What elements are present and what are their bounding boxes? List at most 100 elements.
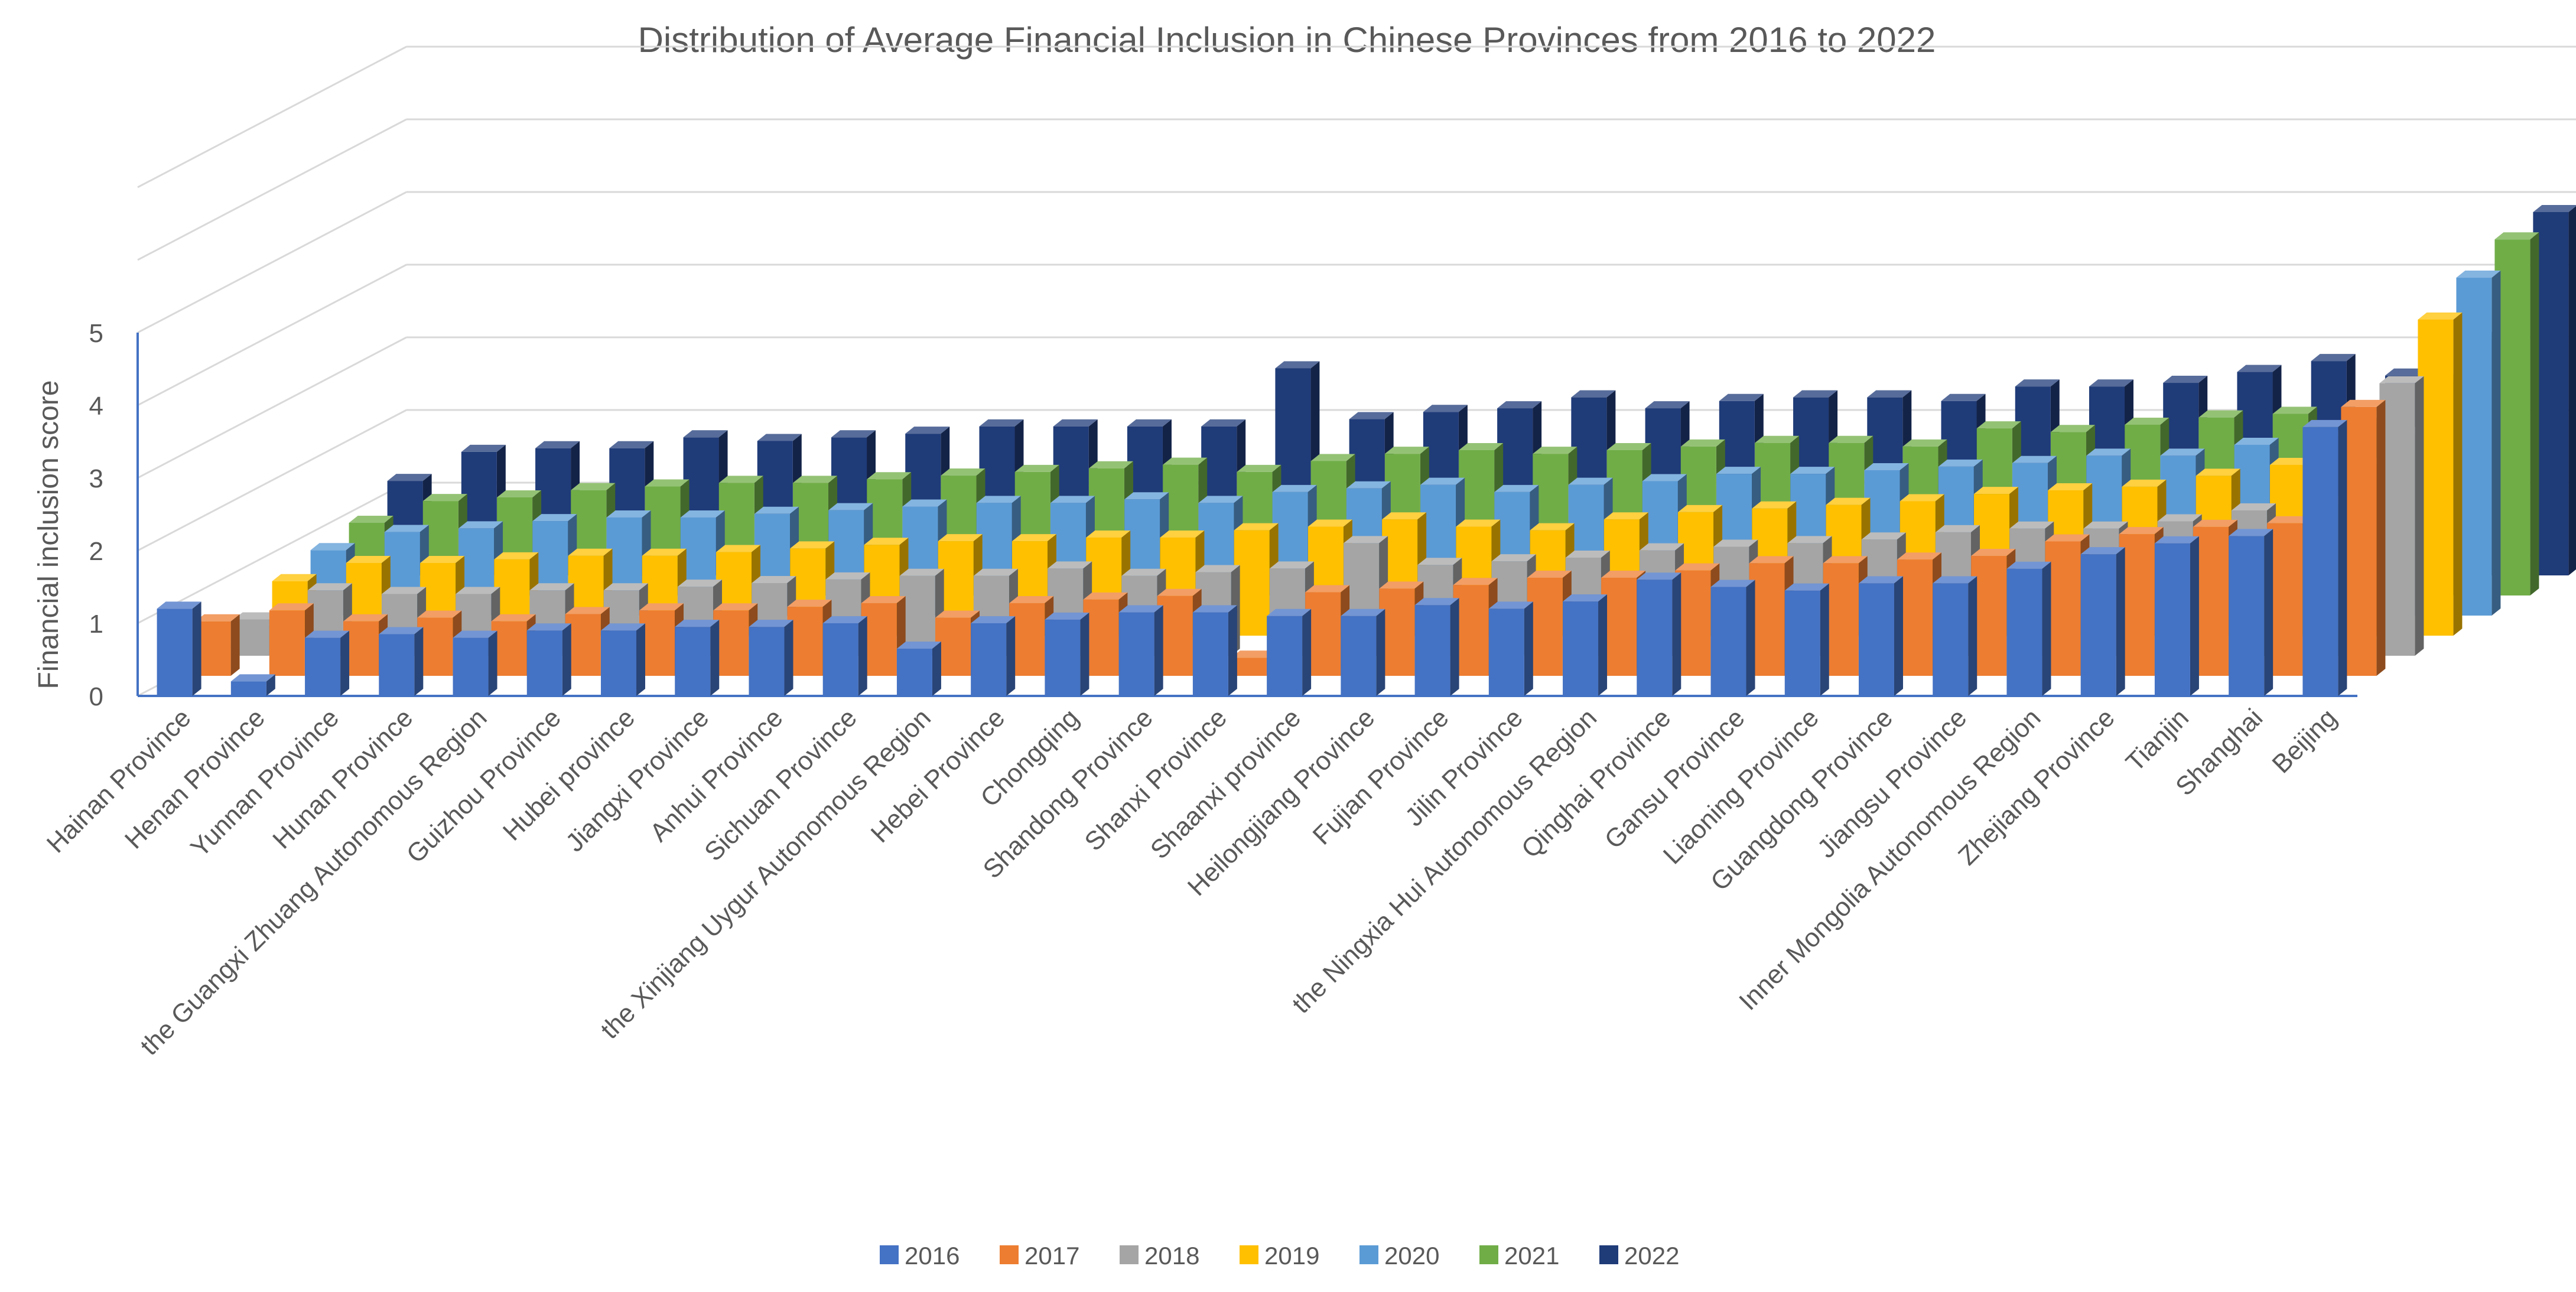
bar-top xyxy=(422,494,467,502)
bar-top xyxy=(1680,439,1725,447)
bar-top xyxy=(1456,519,1501,527)
bar-top xyxy=(497,490,542,497)
bar-top xyxy=(458,521,503,529)
legend-label: 2018 xyxy=(1144,1242,1199,1270)
bar-top xyxy=(1933,576,1977,584)
bar-top xyxy=(233,612,278,620)
bar-top xyxy=(2193,519,2237,527)
legend: 2016 2017 2018 2019 2020 2021 2022 xyxy=(880,1242,1679,1270)
bar-top xyxy=(2341,399,2386,407)
bar-top xyxy=(1157,588,1202,596)
bar xyxy=(269,603,314,676)
bar-side xyxy=(2116,547,2125,696)
bar-top xyxy=(1088,461,1133,468)
bar-top xyxy=(2231,503,2276,510)
bar-side xyxy=(636,623,646,696)
bar xyxy=(1414,598,1459,696)
bar-top xyxy=(1086,530,1131,538)
bar-top xyxy=(2086,448,2131,456)
legend-item: 2017 xyxy=(1000,1242,1079,1270)
y-tick-label: 0 xyxy=(89,682,103,711)
bar xyxy=(822,616,867,696)
bar-top xyxy=(1713,539,1758,547)
bar-top xyxy=(1275,361,1320,369)
bar-top xyxy=(387,474,432,481)
chart-title: Distribution of Average Financial Inclus… xyxy=(638,20,1936,60)
legend-swatch xyxy=(1359,1245,1378,1264)
bar-front xyxy=(822,623,858,696)
bar-side xyxy=(1302,608,1312,696)
bar-top xyxy=(1563,594,1608,602)
bar-front xyxy=(1784,590,1820,696)
bar-side xyxy=(1894,576,1903,696)
bar-front xyxy=(453,637,489,696)
bar-top xyxy=(1678,505,1723,512)
bar-side xyxy=(1598,594,1608,696)
axes: 0 1 2 3 4 5 xyxy=(89,319,2357,711)
bar-top xyxy=(461,444,506,452)
bar-top xyxy=(2089,379,2133,387)
bar-top xyxy=(754,506,799,514)
bar-top xyxy=(1571,390,1616,398)
bar-side xyxy=(2376,399,2386,676)
bar xyxy=(379,627,424,696)
bar-top xyxy=(787,600,832,607)
bar-top xyxy=(2006,561,2051,569)
bar-top xyxy=(2160,448,2205,456)
bar-top xyxy=(269,603,314,611)
bar-front xyxy=(379,634,415,696)
y-tick-label: 4 xyxy=(89,392,103,421)
bar-top xyxy=(1163,457,1208,465)
bar-top xyxy=(1710,580,1755,587)
bar-top xyxy=(1341,608,1385,616)
bar-top xyxy=(606,510,651,518)
bar-side xyxy=(1080,612,1089,696)
gridline-side xyxy=(137,481,407,624)
y-tick-label: 2 xyxy=(89,537,103,566)
bar-top xyxy=(1604,512,1648,520)
bar-side xyxy=(2492,271,2501,616)
legend-item: 2020 xyxy=(1359,1242,1439,1270)
bar xyxy=(2341,399,2386,676)
bar-front xyxy=(269,610,305,676)
bar-top xyxy=(1201,419,1246,427)
bar-top xyxy=(2045,534,2090,542)
bar-top xyxy=(526,623,571,631)
bar-top xyxy=(1935,525,1980,532)
gridline-side xyxy=(137,263,407,406)
bar-front xyxy=(230,681,266,696)
x-tick-label: the Guangxi Zhuang Autonomous Region xyxy=(135,703,492,1060)
bar-top xyxy=(2048,483,2093,490)
bar xyxy=(675,620,720,696)
bar-front xyxy=(2080,554,2116,696)
bar-top xyxy=(2125,417,2170,425)
bar-top xyxy=(905,427,950,434)
bar xyxy=(526,623,571,696)
bar-side xyxy=(340,630,350,696)
bar-top xyxy=(1124,492,1169,500)
gridline-side xyxy=(137,409,407,552)
bar-top xyxy=(1971,549,2016,556)
bar-top xyxy=(2272,406,2317,414)
bar-top xyxy=(1420,477,1465,485)
bar-top xyxy=(609,441,654,448)
legend-swatch xyxy=(1479,1245,1498,1264)
bar-top xyxy=(2302,419,2347,427)
bar-top xyxy=(1307,519,1352,527)
bar-top xyxy=(1050,496,1095,503)
gridline-side xyxy=(137,118,407,261)
bar-side xyxy=(1820,583,1829,696)
bar-front xyxy=(896,649,932,696)
bar-top xyxy=(1755,435,1800,443)
bar-top xyxy=(1867,390,1912,398)
bar-front xyxy=(305,637,341,696)
legend-label: 2021 xyxy=(1504,1242,1559,1270)
bar-top xyxy=(1752,501,1797,509)
bar-top xyxy=(828,503,873,510)
bar-top xyxy=(1382,512,1427,520)
legend-swatch xyxy=(1000,1245,1019,1264)
bar-top xyxy=(642,548,687,556)
bar-front xyxy=(675,627,711,696)
bar-front xyxy=(526,630,562,696)
x-tick-label: Beijing xyxy=(2266,703,2342,779)
